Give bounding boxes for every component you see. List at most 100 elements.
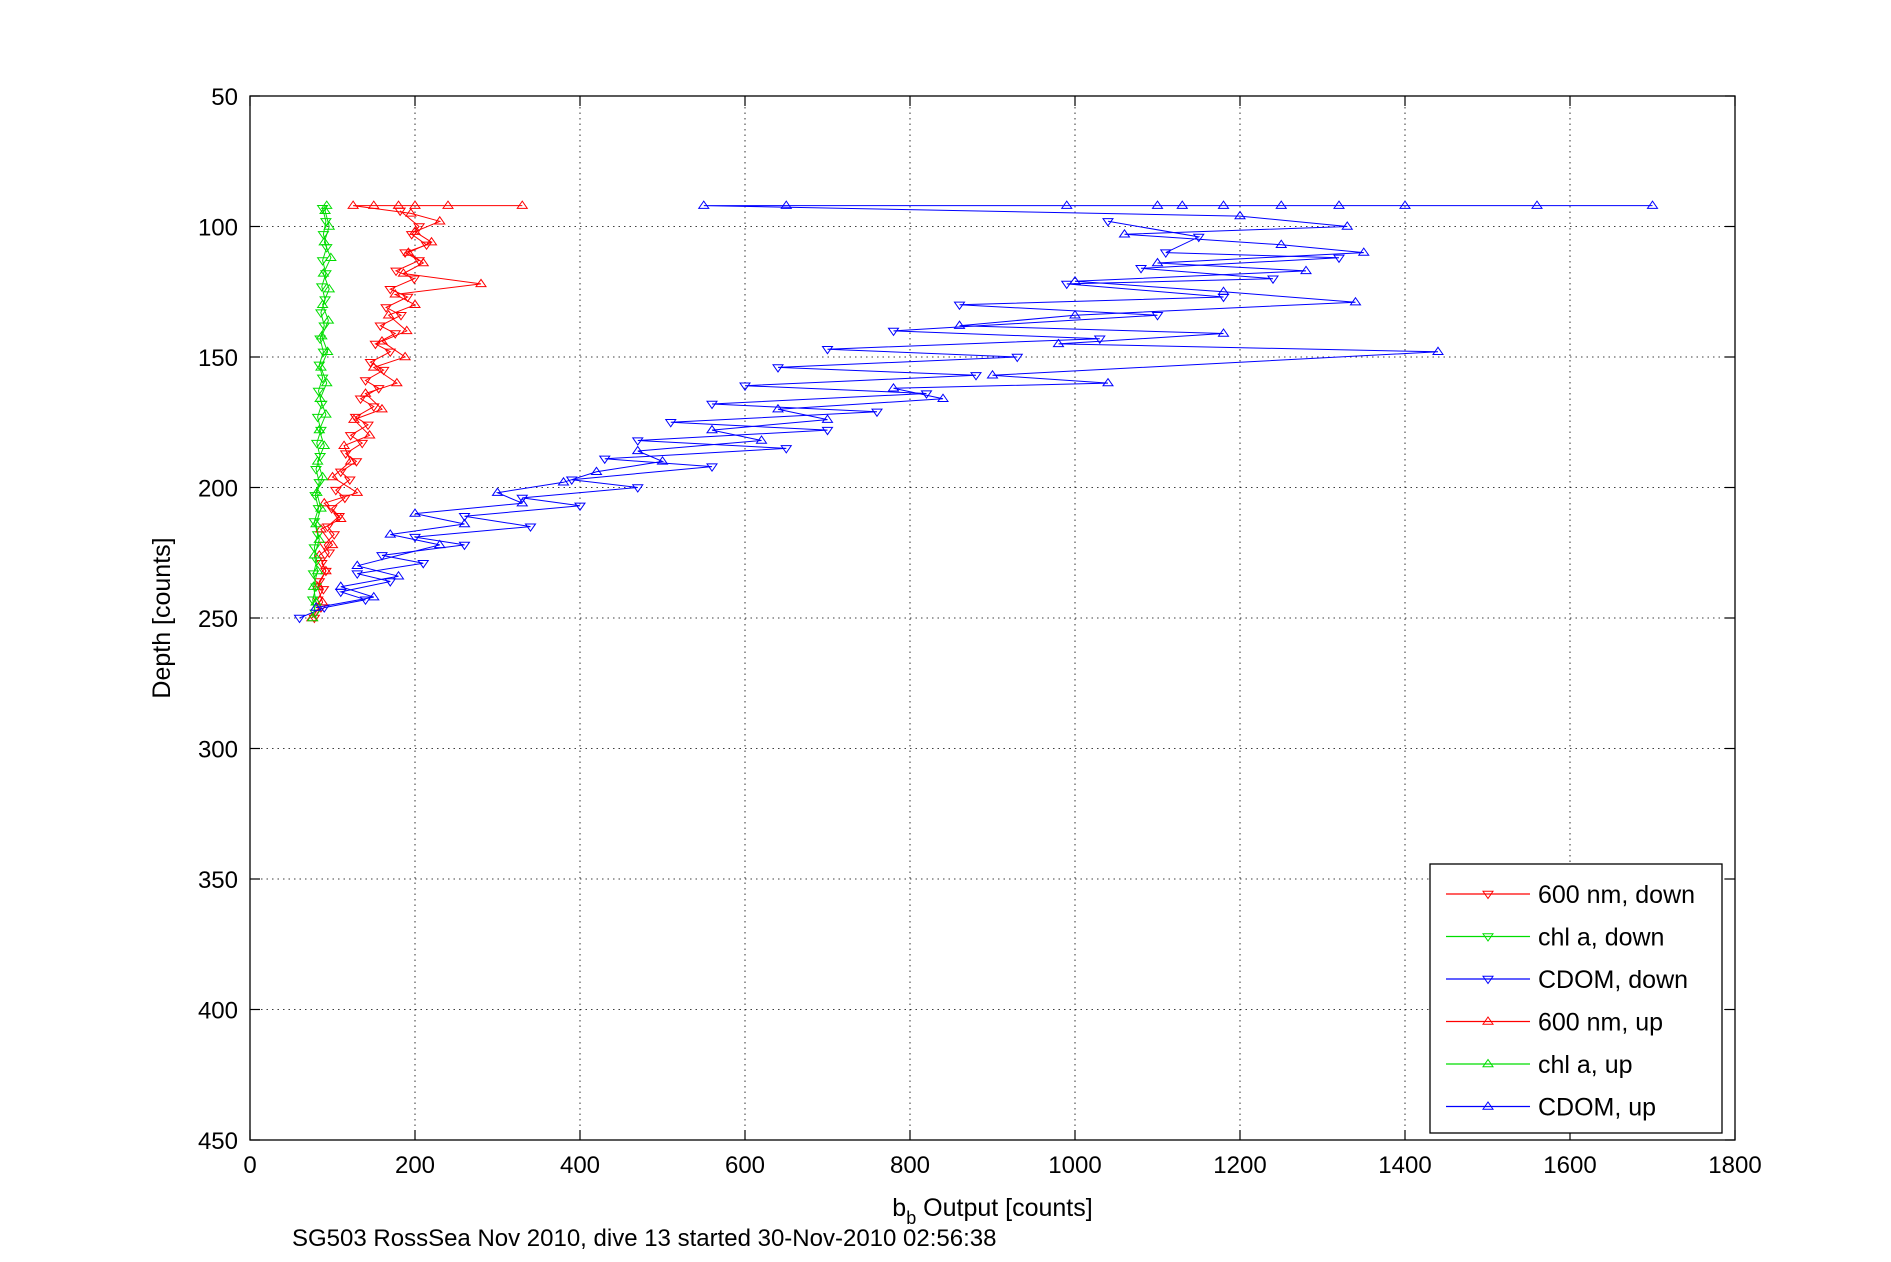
data-point xyxy=(871,408,883,418)
data-point xyxy=(363,429,376,439)
data-point xyxy=(306,596,319,606)
data-point xyxy=(313,534,326,543)
data-point xyxy=(953,301,966,311)
legend-item: 600 nm, up xyxy=(1446,1009,1663,1037)
data-point xyxy=(397,268,410,277)
data-point xyxy=(986,369,999,379)
data-point xyxy=(384,348,397,358)
data-point xyxy=(953,320,966,329)
legend-box xyxy=(1429,863,1723,1134)
data-point xyxy=(887,327,900,337)
data-point xyxy=(319,409,332,418)
x-axis-label-text: Output [counts] xyxy=(916,1194,1093,1222)
data-point xyxy=(399,351,412,361)
data-point xyxy=(1217,286,1230,295)
data-point xyxy=(1151,312,1164,321)
data-point xyxy=(344,432,357,441)
y-tick-label: 50 xyxy=(211,84,238,111)
data-point xyxy=(821,345,834,355)
data-point xyxy=(739,382,751,392)
data-point xyxy=(314,393,327,402)
data-point xyxy=(1341,221,1354,230)
data-point xyxy=(318,497,331,507)
data-point xyxy=(367,362,380,371)
data-point xyxy=(312,387,325,397)
data-point xyxy=(376,403,388,413)
legend-item: CDOM, up xyxy=(1446,1094,1656,1122)
data-point xyxy=(307,570,320,580)
data-point xyxy=(1432,346,1444,355)
y-tick-label: 100 xyxy=(198,215,238,242)
data-point xyxy=(1275,200,1288,209)
data-point xyxy=(321,346,334,355)
data-point xyxy=(1060,280,1073,290)
data-point xyxy=(399,249,412,258)
data-point xyxy=(351,487,364,496)
data-point xyxy=(390,267,402,277)
data-point xyxy=(338,494,351,504)
data-point xyxy=(821,414,834,423)
data-point xyxy=(308,549,321,559)
data-point xyxy=(1357,247,1370,256)
data-point xyxy=(334,513,347,523)
data-point xyxy=(1159,249,1172,258)
data-point xyxy=(293,614,306,624)
data-point xyxy=(317,268,330,277)
data-point xyxy=(557,476,570,486)
data-point xyxy=(404,208,417,217)
data-point xyxy=(409,226,421,235)
data-point xyxy=(390,377,403,387)
data-point xyxy=(706,400,718,410)
data-point xyxy=(369,340,382,350)
data-point xyxy=(1349,296,1362,306)
data-point xyxy=(400,325,413,335)
data-point xyxy=(310,466,322,475)
series-3 xyxy=(305,200,529,622)
y-tick-label: 250 xyxy=(198,606,238,633)
data-point xyxy=(356,439,369,449)
data-point xyxy=(359,388,372,397)
data-point xyxy=(970,372,982,381)
x-axis-label-subscript: b xyxy=(906,1208,916,1228)
data-point xyxy=(310,596,322,606)
data-point xyxy=(1192,233,1205,243)
x-tick-label: 1600 xyxy=(1543,1152,1596,1179)
data-point xyxy=(372,385,385,394)
x-tick-label: 1000 xyxy=(1048,1152,1101,1179)
data-point xyxy=(1399,200,1411,209)
data-point xyxy=(347,414,360,423)
data-point xyxy=(314,362,327,371)
data-point xyxy=(320,377,333,387)
data-point xyxy=(590,466,603,476)
series-line xyxy=(311,205,523,619)
data-point xyxy=(433,539,446,549)
series-layer xyxy=(293,200,1659,624)
data-point xyxy=(376,552,388,561)
data-point xyxy=(328,531,341,540)
data-point xyxy=(1102,218,1114,227)
data-point xyxy=(382,309,395,319)
legend-label: 600 nm, down xyxy=(1538,881,1695,909)
data-point xyxy=(314,503,327,512)
data-point xyxy=(1135,265,1147,274)
data-point xyxy=(821,426,834,436)
data-point xyxy=(317,586,330,595)
data-point xyxy=(310,439,323,449)
x-tick-label: 400 xyxy=(560,1152,600,1179)
x-axis-label: bb Output [counts] xyxy=(892,1194,1092,1228)
data-point xyxy=(317,348,330,358)
data-point xyxy=(310,487,323,496)
data-point xyxy=(392,200,405,209)
legend-label: CDOM, down xyxy=(1538,966,1688,994)
data-point xyxy=(1333,254,1345,264)
y-tick-label: 350 xyxy=(198,867,238,894)
data-point xyxy=(384,578,397,587)
data-point xyxy=(319,205,332,215)
legend-marker xyxy=(1482,1016,1494,1025)
data-point xyxy=(377,366,390,376)
data-point xyxy=(310,518,322,528)
data-point xyxy=(574,502,586,512)
data-point xyxy=(1151,200,1164,209)
data-point xyxy=(417,559,430,569)
data-point xyxy=(333,513,346,522)
